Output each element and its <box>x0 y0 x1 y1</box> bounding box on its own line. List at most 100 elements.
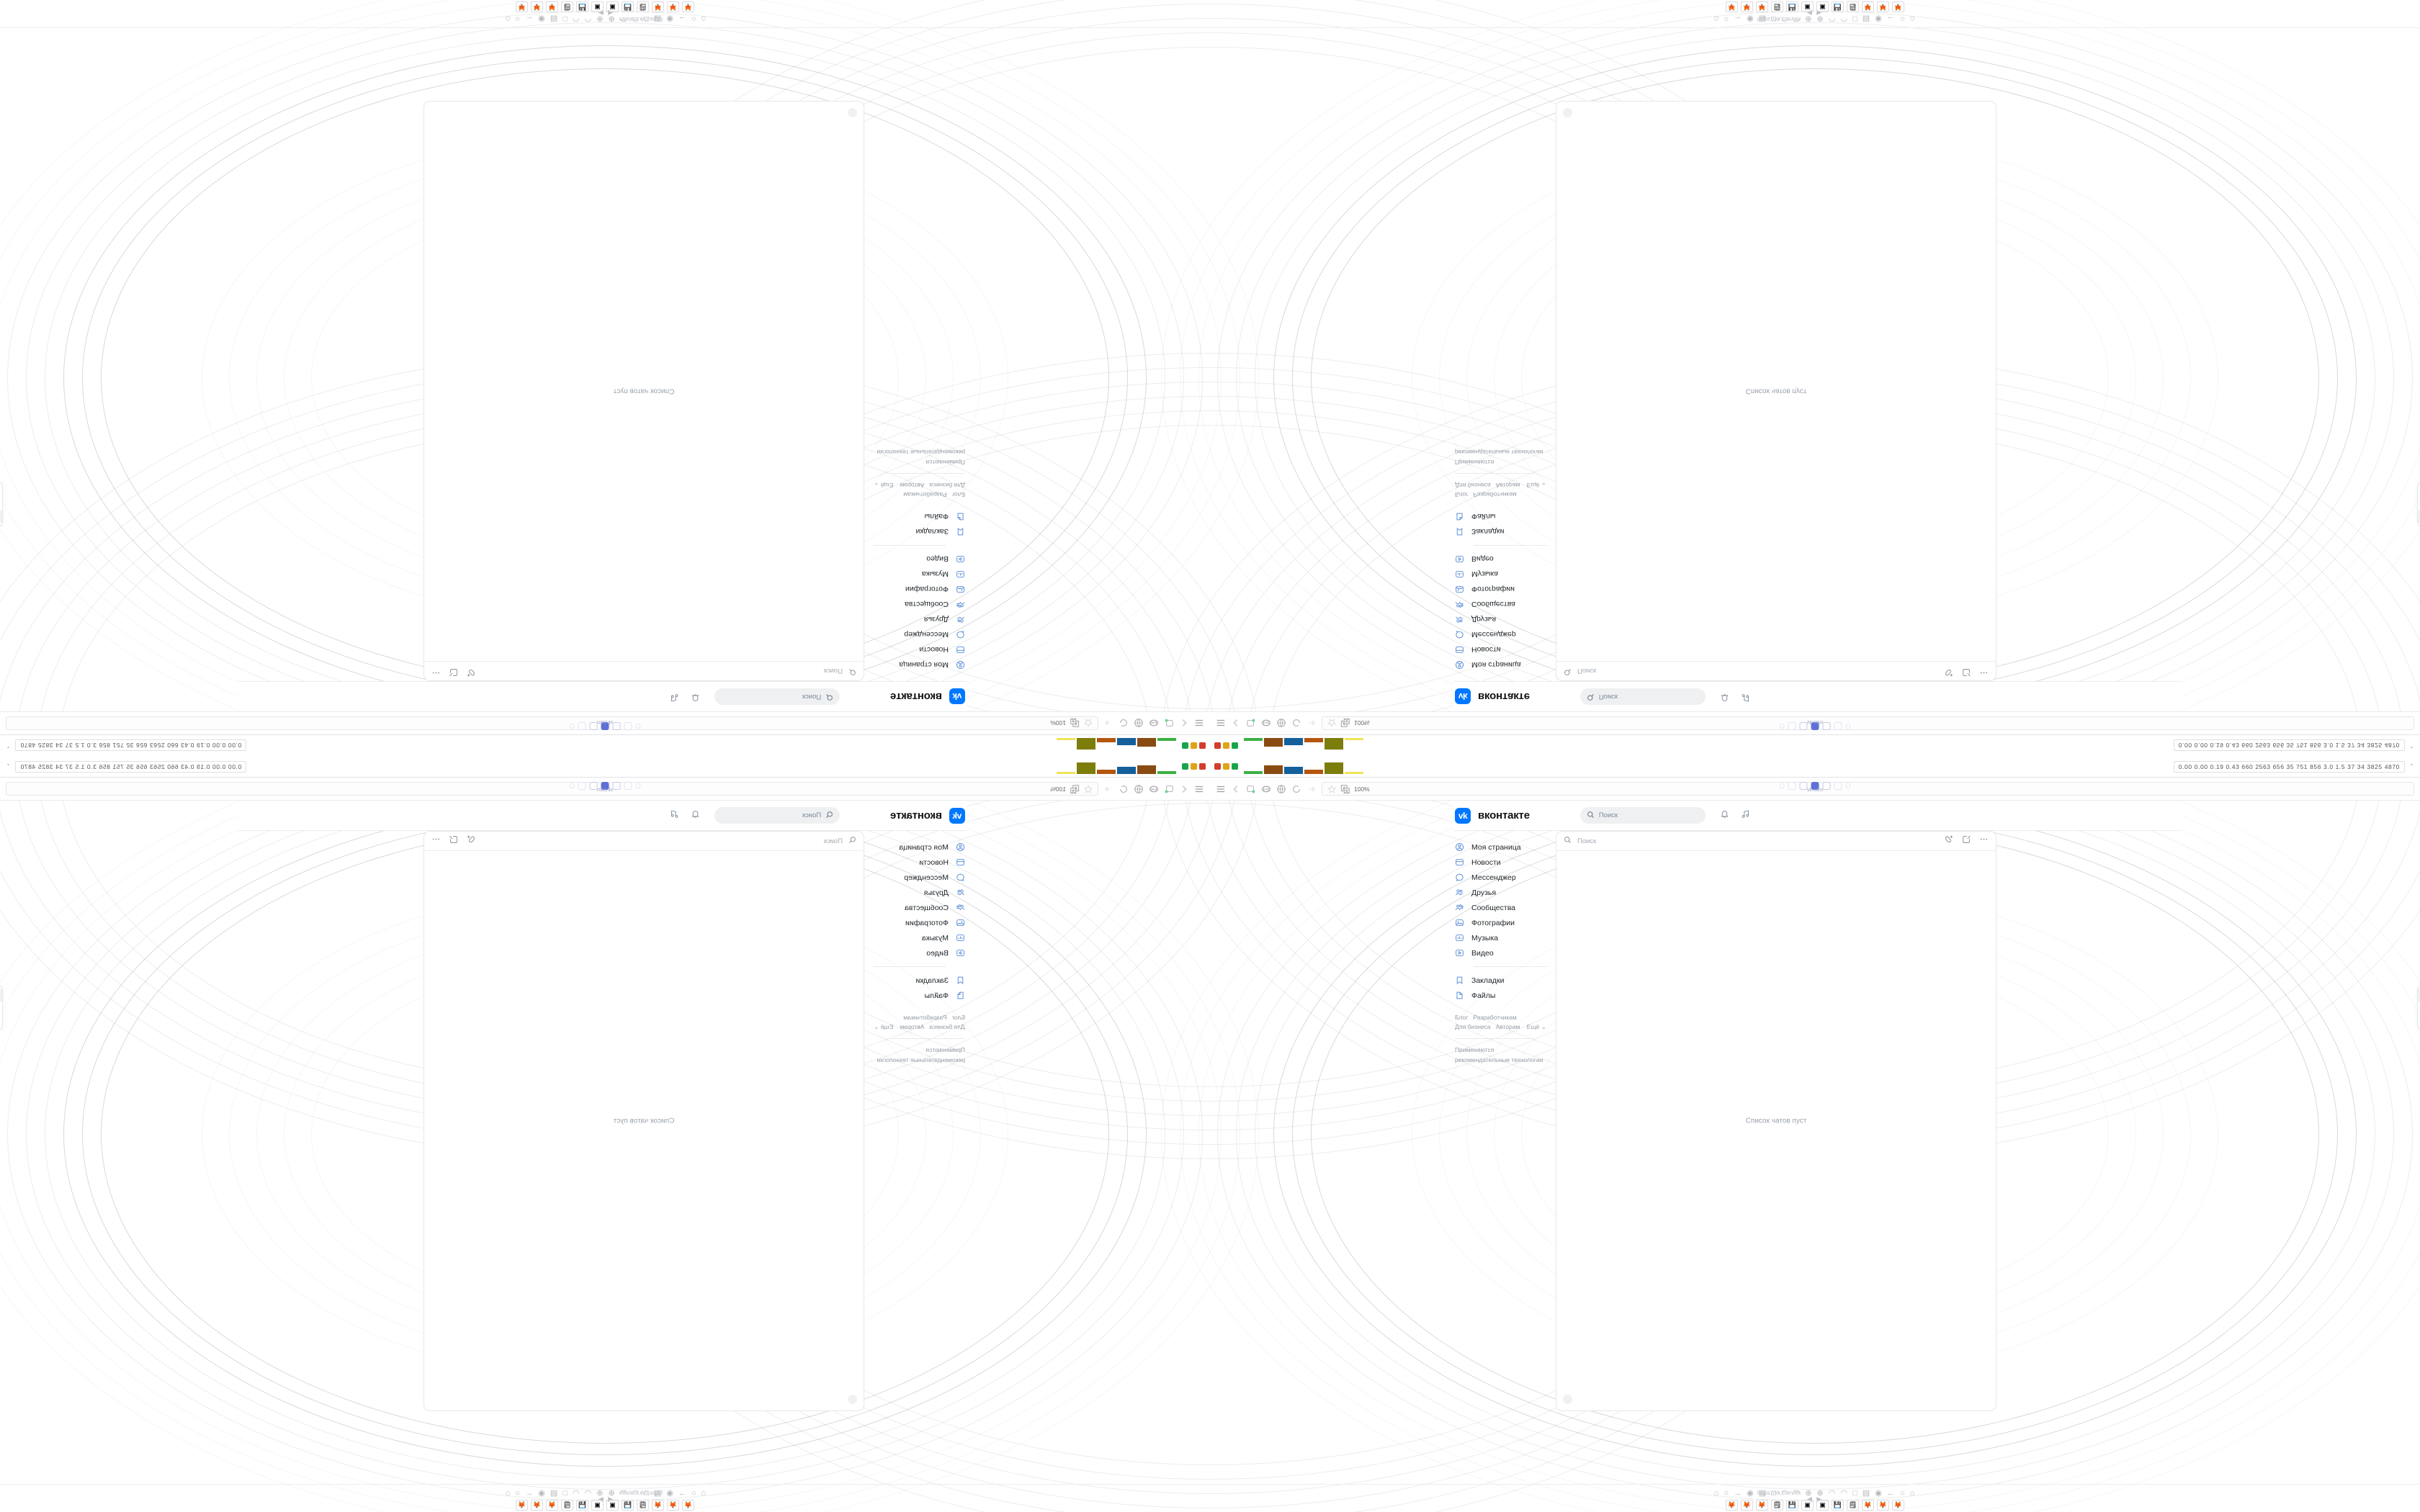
pager-dot[interactable] <box>569 783 575 788</box>
sidebar-item-profile[interactable]: Моя страница <box>1453 657 1550 672</box>
chevron-down-icon[interactable]: ⌄ <box>1541 1023 1546 1031</box>
taskbar-item-firefox-window[interactable]: 🦊 <box>531 1500 543 1511</box>
extensions-icon[interactable] <box>1246 784 1256 794</box>
bell-icon[interactable] <box>1720 690 1729 703</box>
global-search-input[interactable]: Поиск <box>1579 688 1706 705</box>
pager-tab-vk[interactable] <box>624 781 632 790</box>
sidebar-item-music[interactable]: Музыка <box>870 567 967 582</box>
reload-icon[interactable] <box>1291 719 1301 729</box>
reload-icon[interactable] <box>1119 784 1129 794</box>
pager-tab-vk[interactable] <box>578 722 586 731</box>
vk-logo-icon[interactable]: vk <box>949 807 965 824</box>
taskbar-item-firefox-window[interactable]: 🦊 <box>682 1500 694 1511</box>
hamburger-icon[interactable] <box>1194 719 1204 729</box>
url-bar[interactable]: A文 100% <box>6 782 1098 796</box>
sidebar-item-bookmark[interactable]: Закладки <box>870 524 967 539</box>
translate-icon[interactable]: A文 <box>1340 719 1350 729</box>
messenger-search-input[interactable]: Поиск <box>482 836 856 846</box>
chevron-down-icon[interactable]: ˇ <box>2411 762 2413 770</box>
globe-icon[interactable] <box>1134 719 1144 729</box>
more-options-icon[interactable] <box>1979 665 1989 678</box>
taskbar-item-firefox-window[interactable]: 🦊 <box>667 1500 679 1511</box>
taskbar-item-firefox-window[interactable]: 🦊 <box>1756 1500 1768 1511</box>
messenger-search-input[interactable]: Поиск <box>482 666 856 676</box>
sidebar-item-profile[interactable]: Моя страница <box>1453 840 1550 855</box>
close-button[interactable] <box>1214 763 1221 770</box>
star-icon[interactable] <box>1327 719 1337 729</box>
taskbar-item-firefox-window[interactable]: 🦊 <box>1862 1500 1874 1511</box>
pager-tab[interactable] <box>1799 781 1808 790</box>
url-bar[interactable]: A文 100% <box>1322 716 2414 730</box>
tab-pager[interactable] <box>1779 778 1851 793</box>
account-icon[interactable]: 6.8K <box>1261 719 1271 729</box>
pager-tab-vk[interactable] <box>1788 781 1796 790</box>
taskbar-item-save-window[interactable]: 💾 <box>1786 1500 1798 1511</box>
taskbar-item-notepad-window[interactable]: 🗒 <box>561 1 573 12</box>
taskbar-item-terminal-window[interactable]: ▣ <box>1816 1 1829 12</box>
taskbar-item-terminal-window[interactable]: ▣ <box>606 1 619 12</box>
zoom-level[interactable]: 100% <box>1354 785 1370 793</box>
chevron-down-icon[interactable]: ⌄ <box>874 1023 879 1031</box>
chevron-down-icon[interactable]: ˇ <box>2411 742 2413 750</box>
sidebar-item-photos[interactable]: Фотографии <box>1453 915 1550 930</box>
chat-filter-option[interactable]: Непрочитанные <box>0 1002 2 1014</box>
footer-more-link[interactable]: Ещё <box>880 1023 894 1031</box>
hamburger-icon[interactable] <box>1216 784 1226 794</box>
pager-tab-vk[interactable] <box>578 781 586 790</box>
minimize-button[interactable] <box>1191 742 1197 749</box>
sidebar-item-photos[interactable]: Фотографии <box>870 582 967 597</box>
hamburger-icon[interactable] <box>1194 784 1204 794</box>
taskbar-item-firefox-window[interactable]: 🦊 <box>546 1500 558 1511</box>
minimize-button[interactable] <box>1191 763 1197 770</box>
sidebar-item-bookmark[interactable]: Закладки <box>1453 524 1550 539</box>
footer-link[interactable]: Для бизнеса <box>929 1023 965 1031</box>
taskbar-item-firefox-window[interactable]: 🦊 <box>1877 1500 1889 1511</box>
taskbar-item-firefox-window[interactable]: 🦊 <box>546 1 558 12</box>
taskbar-item-save-window[interactable]: 💾 <box>622 1500 634 1511</box>
footer-link[interactable]: Авторам <box>1495 1023 1520 1031</box>
taskbar-items[interactable]: 🦊 🦊 🦊 🗒 💾 ▣ ▣ 💾 🗒 🦊 🦊 🦊 <box>516 1 694 12</box>
translate-icon[interactable]: A文 <box>1070 784 1080 794</box>
taskbar-item-firefox-window[interactable]: 🦊 <box>1892 1 1904 12</box>
sidebar-item-messenger[interactable]: Мессенджер <box>1453 627 1550 642</box>
global-search-input[interactable]: Поиск <box>1579 807 1706 824</box>
forward-icon[interactable] <box>1103 784 1113 794</box>
vk-logo-icon[interactable]: vk <box>949 688 965 705</box>
more-options-icon[interactable] <box>431 665 441 678</box>
sidebar-item-music[interactable]: Музыка <box>870 930 967 945</box>
footer-link[interactable]: Авторам <box>900 481 925 489</box>
taskbar-item-notepad-window[interactable]: 🗒 <box>1771 1 1783 12</box>
footer-link[interactable]: Блог <box>951 491 965 498</box>
chat-filter-option[interactable]: Все чаты <box>0 989 2 1002</box>
close-button[interactable] <box>1199 742 1206 749</box>
taskbar-item-firefox-window[interactable]: 🦊 <box>516 1500 528 1511</box>
chat-filter-option[interactable]: Непрочитанные <box>0 498 2 510</box>
hamburger-icon[interactable] <box>1216 719 1226 729</box>
reload-icon[interactable] <box>1119 719 1129 729</box>
account-icon[interactable]: 6.8K <box>1261 784 1271 794</box>
footer-link[interactable]: Разработчикам <box>903 1014 947 1021</box>
minimize-button[interactable] <box>1223 763 1229 770</box>
maximize-button[interactable] <box>1182 742 1188 749</box>
extensions-icon[interactable] <box>1246 719 1256 729</box>
maximize-button[interactable] <box>1232 763 1238 770</box>
zoom-level[interactable]: 100% <box>1050 785 1066 793</box>
pager-tab[interactable] <box>1822 722 1831 731</box>
chat-filter-dropdown[interactable]: Все чатыНепрочитанныеАрхив <box>0 985 3 1030</box>
taskbar-item-firefox-window[interactable]: 🦊 <box>682 1 694 12</box>
taskbar-item-terminal-window[interactable]: ▣ <box>606 1500 619 1511</box>
footer-link[interactable]: Разработчикам <box>1473 491 1517 498</box>
forward-icon[interactable] <box>1307 719 1317 729</box>
pager-tab[interactable] <box>612 722 621 731</box>
taskbar-item-firefox-window[interactable]: 🦊 <box>1741 1500 1753 1511</box>
music-note-icon[interactable] <box>1741 690 1750 703</box>
footer-link[interactable]: Блог <box>1455 491 1469 498</box>
chevron-down-icon[interactable]: ⌄ <box>874 481 879 489</box>
sidebar-item-news[interactable]: Новости <box>1453 855 1550 870</box>
footer-link[interactable]: Разработчикам <box>903 491 947 498</box>
translate-icon[interactable]: A文 <box>1070 719 1080 729</box>
compose-icon[interactable] <box>1962 665 1971 678</box>
sidebar-item-photos[interactable]: Фотографии <box>870 915 967 930</box>
window-controls[interactable] <box>1214 763 1238 770</box>
sidebar-item-communities[interactable]: Сообщества <box>1453 597 1550 612</box>
